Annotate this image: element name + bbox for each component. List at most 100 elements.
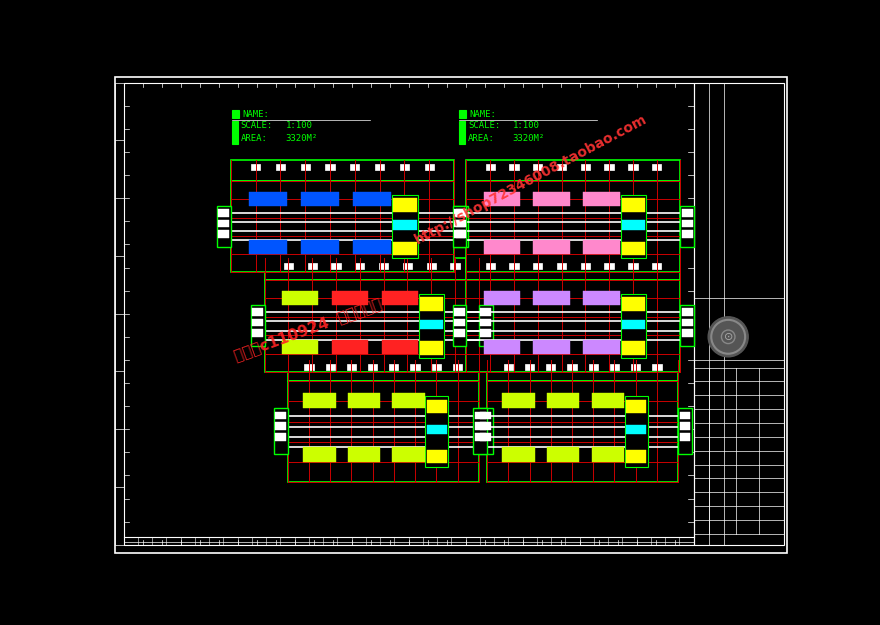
Bar <box>546 364 555 371</box>
Bar <box>682 319 693 326</box>
Bar <box>620 195 646 259</box>
Text: 旺旺：c110924  建筑加油站: 旺旺：c110924 建筑加油站 <box>231 296 384 363</box>
Bar <box>502 446 535 461</box>
Bar <box>275 433 286 441</box>
Bar <box>583 241 620 254</box>
Bar <box>249 241 287 254</box>
Text: 1:100: 1:100 <box>513 121 539 131</box>
Bar <box>678 409 692 454</box>
Bar <box>421 319 443 329</box>
Bar <box>400 164 409 170</box>
Bar <box>275 164 285 170</box>
Text: NAME:: NAME: <box>470 110 496 119</box>
Bar <box>466 160 680 181</box>
Bar <box>452 305 466 346</box>
Bar <box>348 394 380 409</box>
Bar <box>475 412 486 419</box>
Bar <box>679 433 691 441</box>
Bar <box>389 364 399 371</box>
Bar <box>393 241 417 256</box>
Bar <box>693 298 784 360</box>
Bar <box>288 381 479 481</box>
Bar <box>589 364 598 371</box>
Bar <box>483 192 520 206</box>
Bar <box>218 209 230 217</box>
Bar <box>368 364 378 371</box>
Bar <box>533 262 542 269</box>
Text: NAME:: NAME: <box>242 110 269 119</box>
Bar <box>393 198 417 212</box>
Bar <box>480 308 491 316</box>
Bar <box>304 364 313 371</box>
Bar <box>124 82 693 545</box>
Bar <box>610 364 620 371</box>
Bar <box>453 364 462 371</box>
Bar <box>533 164 542 170</box>
Bar <box>382 340 418 354</box>
Bar <box>456 209 466 217</box>
Text: SCALE:: SCALE: <box>468 121 500 131</box>
Bar <box>533 291 570 305</box>
Bar <box>425 164 434 170</box>
Bar <box>454 329 465 337</box>
Text: ⊙: ⊙ <box>723 332 733 342</box>
Text: 3320M²: 3320M² <box>285 134 318 142</box>
Bar <box>483 241 520 254</box>
Bar <box>628 262 637 269</box>
Bar <box>251 305 265 346</box>
Bar <box>475 433 486 441</box>
Bar <box>218 219 230 228</box>
Text: http://shop72346008.taobao.com: http://shop72346008.taobao.com <box>413 112 649 248</box>
Bar <box>265 258 479 280</box>
Bar <box>332 262 341 269</box>
Bar <box>454 308 465 316</box>
Bar <box>502 394 535 409</box>
Bar <box>253 329 263 337</box>
Bar <box>456 231 466 238</box>
Bar <box>326 164 334 170</box>
Bar <box>620 294 646 358</box>
Bar <box>533 192 570 206</box>
Text: SCALE:: SCALE: <box>241 121 273 131</box>
Bar <box>231 181 454 272</box>
Bar <box>568 364 576 371</box>
Bar <box>393 221 417 229</box>
Bar <box>392 446 425 461</box>
Bar <box>622 198 645 212</box>
Bar <box>479 305 493 346</box>
Bar <box>419 294 444 358</box>
Bar <box>282 340 319 354</box>
Bar <box>652 364 662 371</box>
Bar <box>466 280 680 372</box>
Bar <box>332 340 368 354</box>
Bar <box>693 82 784 545</box>
Bar <box>473 409 488 454</box>
Bar <box>458 121 465 144</box>
Bar <box>488 360 678 381</box>
Bar <box>218 231 230 238</box>
Bar <box>231 160 454 181</box>
Bar <box>301 192 339 206</box>
Bar <box>466 181 680 272</box>
Bar <box>301 241 339 254</box>
Bar <box>253 308 263 316</box>
Bar <box>392 394 425 409</box>
Bar <box>533 340 570 354</box>
Bar <box>625 396 648 466</box>
Bar <box>403 262 412 269</box>
Bar <box>303 446 335 461</box>
Bar <box>231 111 239 118</box>
Bar <box>375 164 385 170</box>
Bar <box>682 329 693 337</box>
Bar <box>557 262 566 269</box>
Bar <box>503 364 513 371</box>
Bar <box>652 262 661 269</box>
Bar <box>547 446 580 461</box>
Bar <box>627 449 646 464</box>
Bar <box>274 409 288 454</box>
Bar <box>454 209 465 217</box>
Circle shape <box>708 317 748 357</box>
Bar <box>454 231 465 238</box>
Bar <box>353 241 391 254</box>
Bar <box>427 424 447 434</box>
